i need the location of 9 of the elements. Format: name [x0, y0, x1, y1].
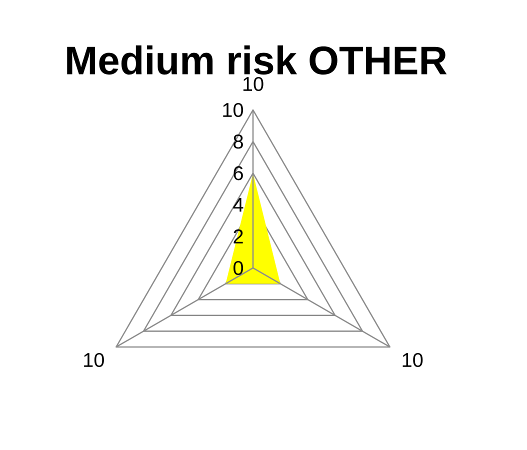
y-tick-label: 8: [234, 134, 243, 149]
y-tick-label: 6: [234, 166, 243, 180]
spoke-label: 10: [243, 76, 264, 92]
spoke-label: 10: [84, 352, 104, 368]
chart-title: Medium risk OTHER: [67, 45, 447, 75]
y-tick-label: 4: [233, 198, 244, 212]
spoke-label: 10: [402, 352, 423, 368]
y-tick-label: 10: [223, 102, 244, 118]
y-tick-label: 0: [234, 260, 244, 276]
